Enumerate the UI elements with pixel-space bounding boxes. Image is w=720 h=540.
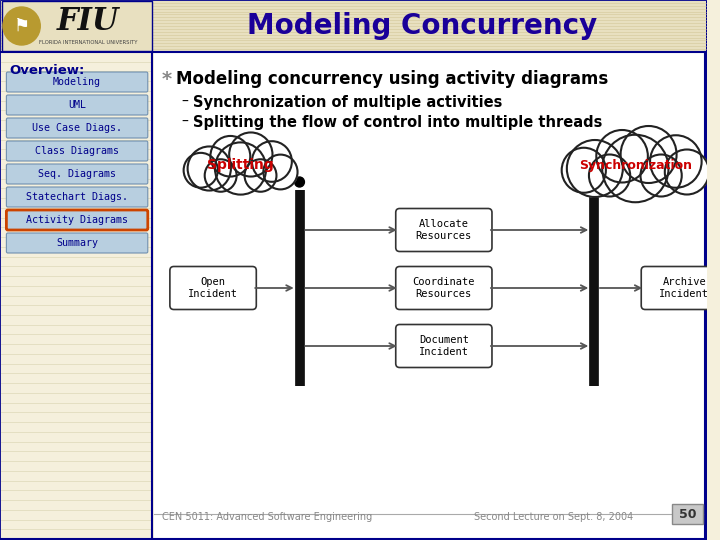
Text: Modeling Concurrency: Modeling Concurrency [247, 12, 598, 40]
Text: Document
Incident: Document Incident [419, 335, 469, 357]
Text: Archive
Incident: Archive Incident [660, 277, 709, 299]
Circle shape [650, 135, 701, 188]
FancyBboxPatch shape [6, 95, 148, 115]
FancyBboxPatch shape [170, 267, 256, 309]
Circle shape [215, 143, 266, 194]
Circle shape [204, 159, 237, 192]
Text: Summary: Summary [56, 238, 98, 248]
Circle shape [589, 177, 599, 187]
Circle shape [596, 130, 648, 183]
Text: Modeling: Modeling [53, 77, 101, 87]
Circle shape [665, 150, 709, 194]
Circle shape [641, 154, 682, 197]
Text: FLORIDA INTERNATIONAL UNIVERSITY: FLORIDA INTERNATIONAL UNIVERSITY [39, 40, 138, 45]
Circle shape [602, 135, 668, 202]
FancyBboxPatch shape [1, 52, 152, 539]
FancyBboxPatch shape [6, 164, 148, 184]
Text: FIU: FIU [57, 5, 120, 37]
Circle shape [294, 177, 305, 187]
Text: Coordinate
Resources: Coordinate Resources [413, 277, 475, 299]
Circle shape [210, 136, 251, 177]
Text: *: * [162, 70, 172, 89]
FancyBboxPatch shape [396, 325, 492, 368]
Circle shape [621, 126, 677, 183]
Text: UML: UML [68, 100, 86, 110]
Circle shape [264, 154, 297, 190]
FancyBboxPatch shape [1, 1, 706, 52]
Text: Allocate
Resources: Allocate Resources [415, 219, 472, 241]
Circle shape [245, 159, 276, 192]
FancyBboxPatch shape [396, 208, 492, 252]
FancyBboxPatch shape [6, 210, 148, 230]
FancyBboxPatch shape [1, 1, 706, 539]
FancyBboxPatch shape [154, 52, 705, 539]
Text: Open
Incident: Open Incident [188, 277, 238, 299]
Text: 50: 50 [679, 508, 696, 521]
FancyBboxPatch shape [642, 267, 720, 309]
FancyBboxPatch shape [6, 72, 148, 92]
Text: –: – [181, 115, 189, 129]
FancyBboxPatch shape [6, 141, 148, 161]
Text: Synchronization of multiple activities: Synchronization of multiple activities [194, 95, 503, 110]
Circle shape [184, 153, 218, 187]
Text: CEN 5011: Advanced Software Engineering: CEN 5011: Advanced Software Engineering [162, 512, 372, 522]
Text: –: – [181, 95, 189, 109]
Circle shape [567, 140, 623, 197]
Text: Splitting the flow of control into multiple threads: Splitting the flow of control into multi… [194, 115, 603, 130]
Text: Synchronization: Synchronization [579, 159, 692, 172]
Circle shape [229, 132, 272, 177]
Text: Splitting: Splitting [207, 158, 274, 172]
Circle shape [252, 141, 292, 182]
FancyBboxPatch shape [6, 187, 148, 207]
FancyBboxPatch shape [6, 118, 148, 138]
Text: Second Lecture on Sept. 8, 2004: Second Lecture on Sept. 8, 2004 [474, 512, 633, 522]
Circle shape [188, 146, 231, 191]
Text: Activity Diagrams: Activity Diagrams [26, 215, 128, 225]
FancyBboxPatch shape [6, 233, 148, 253]
Text: Overview:: Overview: [10, 64, 85, 77]
Circle shape [589, 154, 630, 197]
FancyBboxPatch shape [396, 267, 492, 309]
FancyBboxPatch shape [2, 1, 152, 51]
Circle shape [562, 148, 606, 193]
Text: ⚑: ⚑ [14, 17, 30, 35]
Text: Statechart Diags.: Statechart Diags. [26, 192, 128, 202]
Circle shape [3, 7, 40, 45]
Text: Use Case Diags.: Use Case Diags. [32, 123, 122, 133]
Text: Class Diagrams: Class Diagrams [35, 146, 119, 156]
Text: Modeling concurrency using activity diagrams: Modeling concurrency using activity diag… [176, 70, 608, 88]
Text: Seq. Diagrams: Seq. Diagrams [38, 169, 116, 179]
FancyBboxPatch shape [672, 504, 703, 524]
